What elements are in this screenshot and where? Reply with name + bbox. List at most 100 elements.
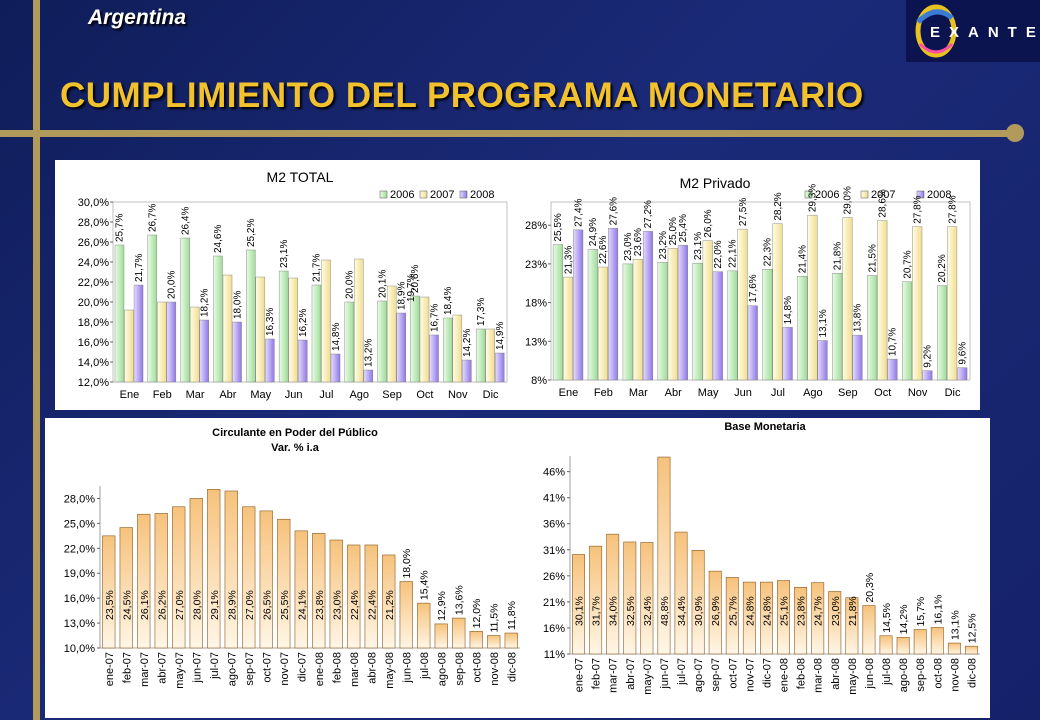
- m2t-data-label: 16,2%: [298, 309, 309, 337]
- circ-data-label: 26,2%: [156, 590, 168, 620]
- m2p-bar-2008-Ene: [573, 229, 584, 381]
- circ-title: Circulante en Poder del Público: [212, 427, 378, 439]
- base-x-tick-label: ene-07: [574, 658, 586, 692]
- base-y-tick-label: 26%: [543, 571, 565, 583]
- base-bar-abr-07: [623, 541, 637, 655]
- base-data-label: 25,1%: [779, 596, 791, 626]
- circ-data-label: 27,0%: [174, 590, 186, 620]
- base-title: Base Monetaria: [724, 421, 806, 433]
- base-x-tick-label: ago-07: [693, 658, 705, 692]
- circ-data-label: 27,0%: [244, 590, 256, 620]
- m2t-bar-2006-Nov: [443, 317, 453, 383]
- circ-bar-ago-07: [224, 490, 238, 649]
- base-x-tick-label: nov-07: [744, 658, 756, 692]
- circ-data-label: 23,8%: [314, 590, 326, 620]
- m2p-bar-2008-Sep: [852, 334, 863, 381]
- m2t-x-tick-label: Jul: [319, 389, 333, 401]
- base-bar-ago-08: [896, 637, 910, 655]
- circ-x-tick-label: ene-07: [104, 652, 116, 686]
- m2p-data-label: 21,5%: [867, 244, 878, 272]
- circ-data-label: 26,1%: [139, 590, 151, 620]
- circ-bar-ene-08: [312, 533, 326, 649]
- base-bar-dic-08: [965, 645, 978, 655]
- base-data-label: 14,2%: [898, 605, 910, 635]
- m2t-bar-2006-Abr: [213, 255, 223, 383]
- m2p-bar-2006-May: [692, 262, 703, 381]
- m2p-bar-2007-Mar: [632, 259, 643, 381]
- circ-bar-mar-07: [137, 513, 151, 649]
- m2p-data-label: 27,2%: [643, 200, 654, 228]
- m2p-x-tick-label: May: [698, 387, 719, 399]
- m2p-data-label: 22,6%: [598, 236, 609, 264]
- m2p-data-label: 21,4%: [798, 245, 809, 273]
- m2t-bar-2006-Mar: [180, 237, 190, 383]
- base-data-label: 32,5%: [625, 596, 637, 626]
- m2p-bar-2007-Ago: [807, 214, 818, 381]
- base-monetaria-chart: 11% 16% 21% 26% 31% 36% 41% 46% Base Monetaria 30…: [520, 418, 990, 718]
- m2t-data-label: 24,6%: [213, 225, 224, 253]
- circ-x-tick-label: ago-08: [436, 652, 448, 686]
- circ-bar-jun-07: [189, 498, 203, 649]
- m2p-x-tick-label: Ago: [803, 387, 823, 399]
- m2t-y-tick-label: 20,0%: [78, 297, 109, 309]
- m2t-bar-2008-Jun: [297, 339, 308, 383]
- m2t-data-label: 14,8%: [331, 323, 342, 351]
- m2t-data-label: 13,2%: [364, 339, 375, 367]
- m2t-bar-2006-Jun: [278, 270, 289, 383]
- m2t-data-label: 26,4%: [180, 207, 191, 235]
- m2p-bar-2008-Mar: [642, 231, 654, 381]
- circ-data-label: 21,2%: [384, 590, 396, 620]
- m2t-data-label: 20,0%: [167, 271, 178, 299]
- m2t-bar-2008-Feb: [166, 301, 177, 383]
- m2t-bar-2008-Sep: [396, 312, 406, 383]
- m2p-legend-swatch-2008: [916, 190, 925, 199]
- decorative-horizontal-bar: [0, 130, 1010, 137]
- m2p-bar-2008-Feb: [608, 228, 619, 381]
- base-x-tick-label: jun-07: [659, 658, 671, 690]
- m2p-bar-2007-Ene: [563, 276, 574, 381]
- circulante-chart: 10,0% 13,0% 16,0% 19,0% 22,0% 25,0% 28,0% Circu…: [45, 418, 525, 718]
- m2p-bar-2008-Nov: [922, 370, 933, 381]
- base-data-label: 20,3%: [864, 573, 876, 603]
- m2p-y-tick-label: 8%: [531, 375, 547, 387]
- m2p-data-label: 26,0%: [703, 209, 714, 237]
- m2p-data-label: 22,3%: [763, 238, 774, 266]
- m2t-data-label: 25,2%: [246, 219, 257, 247]
- base-x-tick-label: jun-08: [864, 658, 876, 690]
- m2t-data-label: 21,7%: [134, 254, 145, 282]
- m2p-y-tick-label: 13%: [525, 336, 547, 348]
- m2p-bar-2006-Abr: [657, 262, 668, 381]
- m2t-y-tick-label: 16,0%: [78, 337, 109, 349]
- circ-y-tick-label: 16,0%: [64, 593, 95, 605]
- circ-data-label: 11,8%: [506, 601, 518, 630]
- circ-bar-feb-08: [329, 539, 343, 649]
- circ-bar-may-07: [172, 506, 186, 649]
- circ-x-tick-label: may-07: [174, 652, 186, 689]
- circ-x-tick-label: oct-07: [261, 652, 273, 683]
- m2p-x-tick-label: Oct: [874, 387, 891, 399]
- m2t-x-tick-label: May: [250, 389, 271, 401]
- circ-data-label: 22,4%: [366, 590, 378, 620]
- base-x-tick-label: oct-07: [727, 658, 739, 689]
- m2t-x-tick-label: Jun: [285, 389, 303, 401]
- m2p-data-label: 10,7%: [888, 328, 899, 356]
- circ-data-label: 24,1%: [296, 590, 308, 620]
- circ-y-tick-label: 13,0%: [64, 618, 95, 630]
- base-data-label: 23,0%: [830, 596, 842, 626]
- m2p-data-label: 24,9%: [588, 218, 599, 246]
- m2t-bar-2008-May: [265, 338, 275, 383]
- m2p-legend-label-2008: 2008: [927, 189, 951, 201]
- m2t-y-tick-label: 30,0%: [78, 197, 109, 209]
- m2p-data-label: 27,4%: [573, 198, 584, 226]
- m2t-bar-2007-Jul: [321, 259, 331, 383]
- base-data-label: 30,1%: [574, 596, 586, 626]
- m2t-x-tick-label: Ago: [349, 389, 369, 401]
- m2p-data-label: 13,8%: [853, 304, 864, 332]
- m2t-x-tick-label: Nov: [448, 389, 468, 401]
- m2p-data-label: 20,7%: [902, 250, 913, 278]
- circ-x-tick-label: jul-08: [419, 652, 431, 680]
- m2p-data-label: 23,6%: [633, 228, 644, 256]
- m2t-title: M2 TOTAL: [267, 169, 334, 185]
- circ-data-label: 29,1%: [209, 590, 221, 620]
- m2p-bar-2006-Ago: [797, 276, 808, 381]
